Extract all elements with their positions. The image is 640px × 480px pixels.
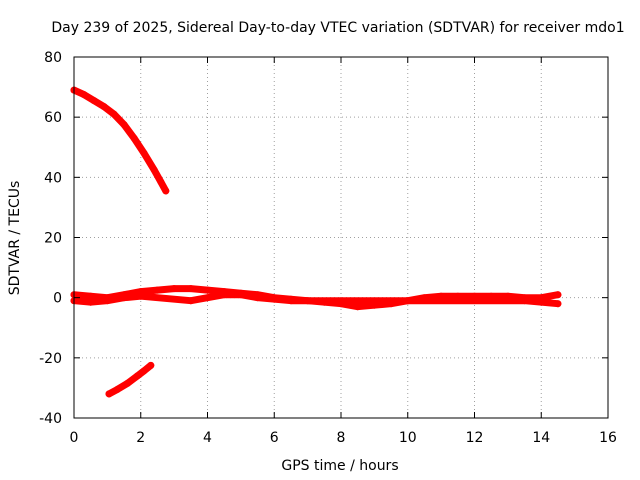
grid-lines (74, 57, 608, 418)
x-tick-label: 12 (466, 430, 484, 446)
data-point (270, 295, 278, 303)
data-point (187, 297, 195, 305)
data-point (237, 291, 245, 299)
data-point (162, 187, 170, 195)
data-point (100, 103, 108, 111)
data-point (354, 303, 362, 311)
data-point (87, 298, 95, 306)
data-point (254, 294, 262, 302)
y-tick-label: 0 (53, 291, 62, 307)
data-point (103, 297, 111, 305)
data-point (554, 300, 562, 308)
data-point (123, 379, 131, 387)
data-point (150, 166, 158, 174)
y-tick-label: -20 (39, 351, 62, 367)
data-point (220, 291, 228, 299)
x-tick-label: 4 (203, 430, 212, 446)
x-tick-label: 2 (136, 430, 145, 446)
data-point (554, 291, 562, 299)
y-axis-title: SDTVAR / TECUs (7, 181, 23, 296)
data-point (120, 294, 128, 302)
y-tick-label: -40 (39, 411, 62, 427)
data-point (80, 91, 88, 99)
x-tick-label: 6 (270, 430, 279, 446)
x-tick-label: 14 (532, 430, 550, 446)
data-point (113, 385, 121, 393)
data-point (110, 110, 118, 118)
data-point (120, 121, 128, 129)
data-point (170, 285, 178, 293)
y-tick-label: 40 (44, 170, 62, 186)
data-point (521, 297, 529, 305)
data-point (87, 292, 95, 300)
data-point (140, 149, 148, 157)
data-point (537, 298, 545, 306)
series-arc-high (70, 86, 170, 195)
x-axis-title: GPS time / hours (281, 458, 398, 474)
data-point (204, 294, 211, 302)
y-tick-label: 60 (44, 110, 62, 126)
y-tick-label: 20 (44, 231, 62, 247)
data-point (204, 286, 211, 294)
data-point (105, 390, 113, 398)
x-tick-label: 8 (337, 430, 346, 446)
data-point (140, 367, 148, 375)
data-point (90, 97, 98, 105)
x-tick-label: 10 (399, 430, 417, 446)
data-point (130, 134, 138, 142)
axis-ticks: 0 2 4 6 8 10 12 14 16 -40 -20 0 20 40 60 80 (39, 50, 617, 446)
chart-title: Day 239 of 2025, Sidereal Day-to-day VTE… (51, 20, 624, 36)
data-point (137, 292, 145, 300)
data-point (187, 285, 195, 293)
y-tick-label: 80 (44, 50, 62, 66)
data-point (157, 178, 165, 186)
x-tick-label: 0 (70, 430, 79, 446)
data-point (133, 372, 141, 380)
x-tick-label: 16 (599, 430, 617, 446)
data-series (70, 86, 562, 398)
data-point (287, 297, 295, 305)
data-point (153, 286, 161, 294)
data-point (147, 361, 155, 369)
